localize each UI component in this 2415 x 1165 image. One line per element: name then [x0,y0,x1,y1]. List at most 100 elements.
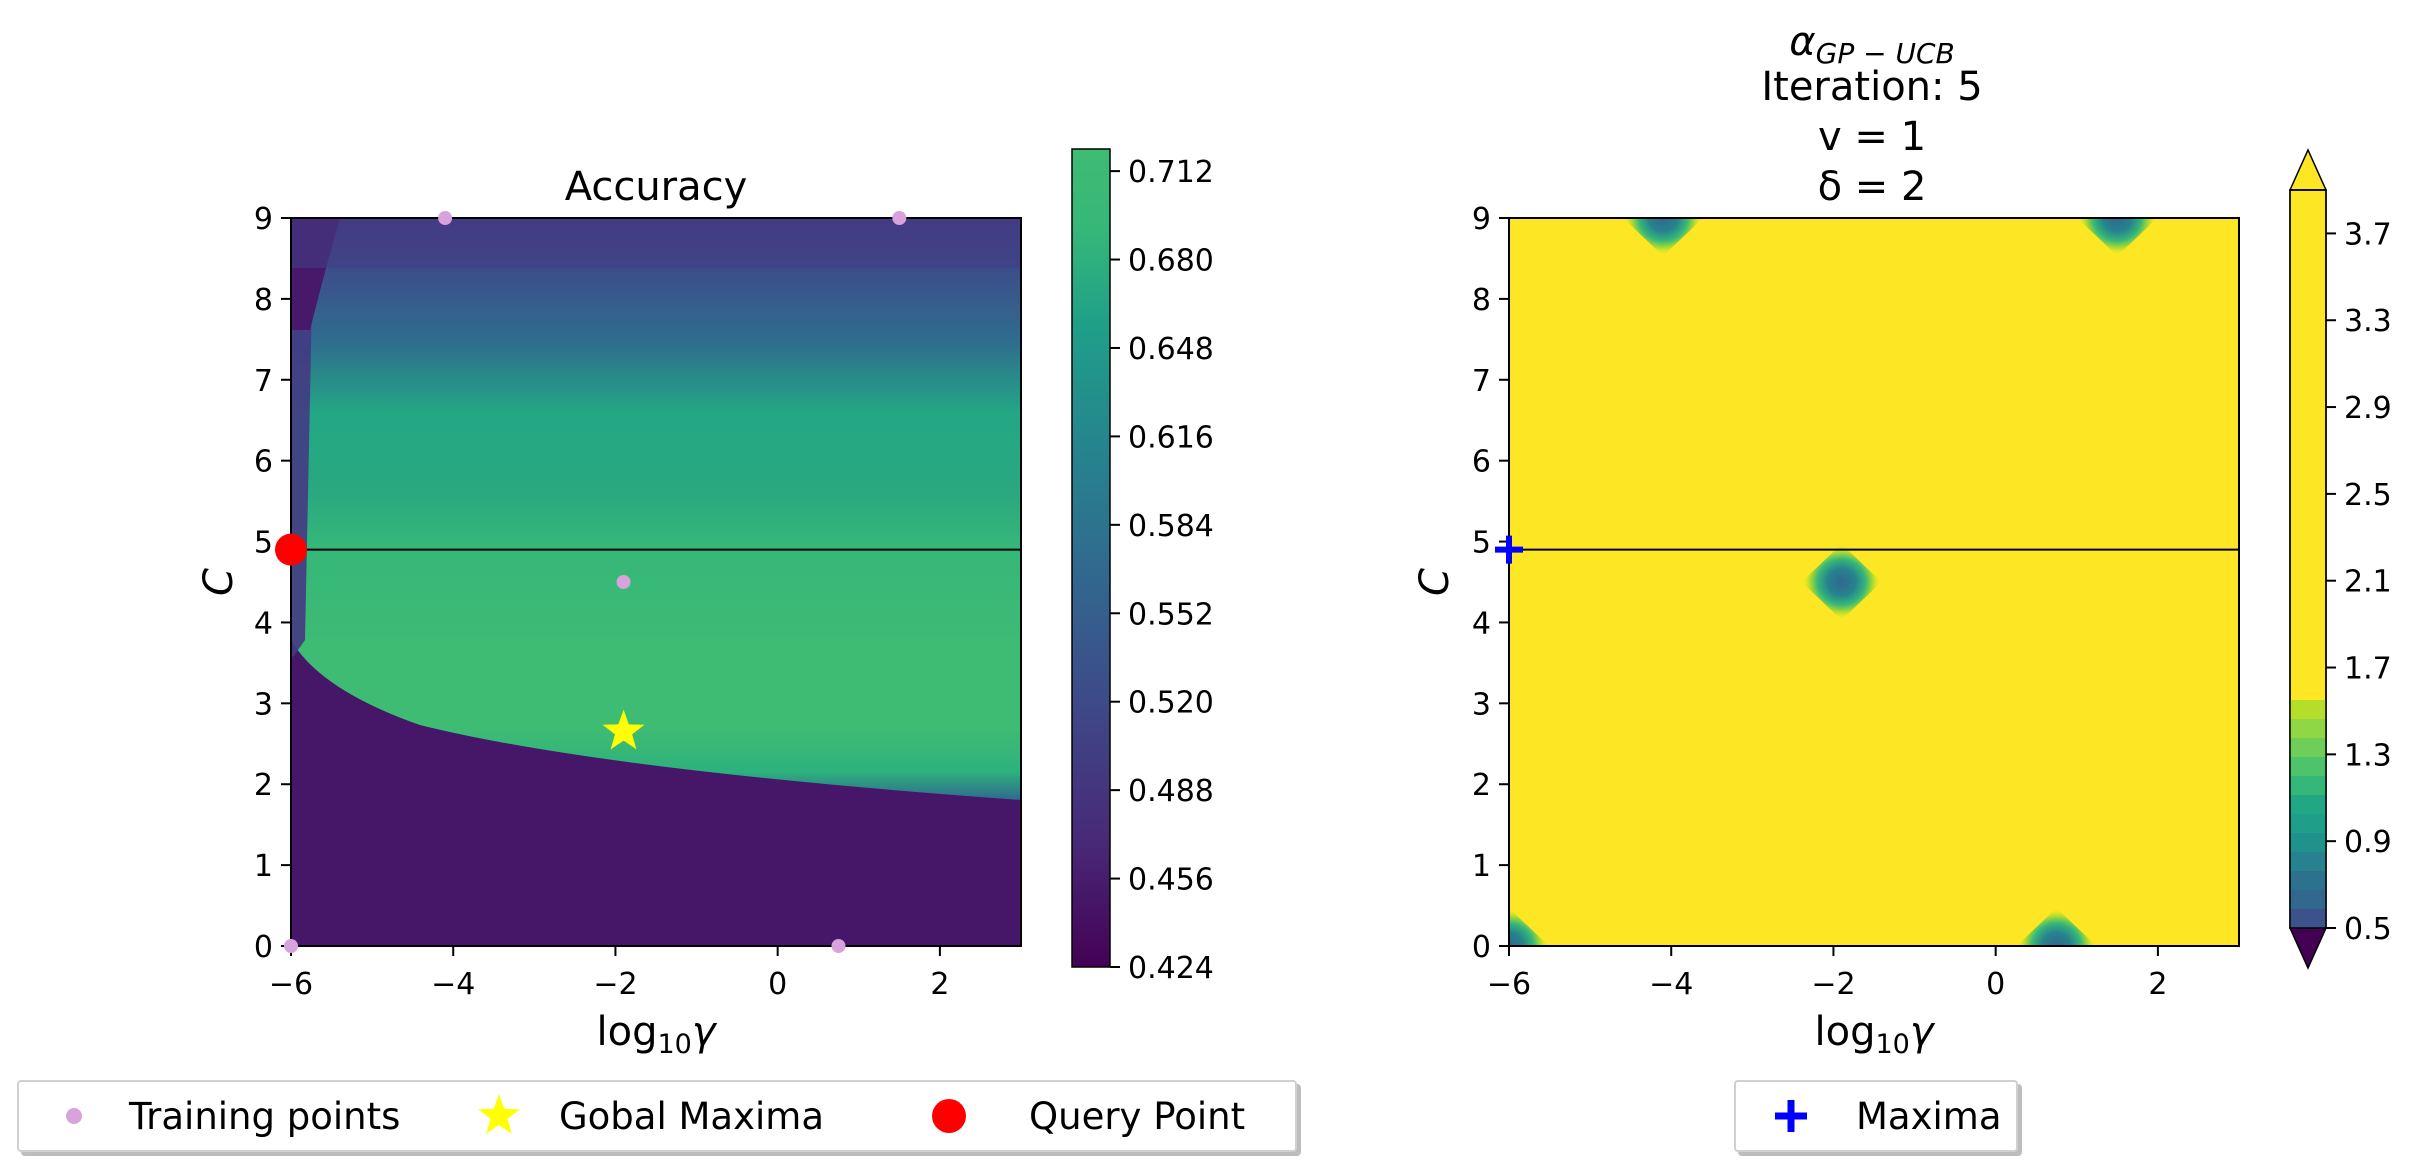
y-axis-label: C [196,568,242,596]
colorbar-band [2290,833,2326,852]
colorbar-extend-top [2288,148,2328,191]
colorbar [1071,148,1111,968]
y-tick-label: 7 [254,364,273,399]
legend-right: Maxima [1734,1080,2018,1152]
x-tick-label: −6 [1487,967,1531,1002]
accuracy-plot: Accuracy −6 −4 −2 0 2 0 1 2 3 4 5 6 7 8 9 log10γ C 0.… [196,148,1214,1060]
y-tick-label: 8 [1472,283,1491,318]
y-tick-label: 8 [254,283,273,318]
x-tick-label: 2 [930,967,949,1002]
colorbar-tick-label: 0.520 [1128,686,1214,721]
colorbar-ticks: 0.5 0.9 1.3 1.7 2.1 2.5 2.9 3.3 3.7 [2326,217,2392,947]
x-tick-label: −2 [1811,967,1855,1002]
colorbar-ticks: 0.424 0.456 0.488 0.520 0.552 0.584 0.616 0.648… [1110,155,1214,986]
colorbar-tick-label: 2.5 [2344,478,2392,513]
y-tick-label: 6 [254,445,273,480]
y-tick-label: 2 [1472,768,1491,803]
colorbar-upper [2290,190,2326,700]
maxima-marker [1495,535,1523,564]
legend-label: Training points [129,1094,401,1138]
low-acquisition-region [2016,908,2097,946]
y-tick-label: 1 [254,849,273,884]
colorbar-tick-label: 2.1 [2344,565,2392,600]
colorbar-band [2290,814,2326,833]
legend-label: Gobal Maxima [559,1094,824,1138]
y-tick-label: 9 [254,202,273,237]
y-axis: 0 1 2 3 4 5 6 7 8 9 [1472,202,1509,965]
x-tick-label: −4 [431,967,475,1002]
legend-item-training: Training points [19,1082,439,1150]
legend-label: Query Point [1029,1094,1246,1138]
low-acquisition-region [1623,218,1704,256]
colorbar-band [2290,738,2326,757]
x-axis: −6 −4 −2 0 2 [269,946,949,1002]
colorbar-tick-label: 2.9 [2344,391,2392,426]
x-tick-label: 2 [2148,967,2167,1002]
x-tick-label: −4 [1649,967,1693,1002]
dot-icon [66,1108,82,1124]
colorbar-band [2290,871,2326,890]
colorbar-band [2290,852,2326,871]
y-tick-label: 5 [254,526,273,561]
x-tick-label: −2 [593,967,637,1002]
colorbar-tick-label: 0.680 [1128,244,1214,279]
y-tick-label: 5 [1472,526,1491,561]
colorbar-band [2290,890,2326,909]
plot-markers [275,211,907,953]
y-tick-label: 1 [1472,849,1491,884]
x-tick-label: 0 [768,967,787,1002]
x-axis-label: log10γ [1814,1009,1935,1060]
x-tick-label: −6 [269,967,313,1002]
training-point [892,211,907,225]
colorbar-tick-label: 3.7 [2344,217,2392,252]
colorbar-tick-label: 0.9 [2344,825,2392,860]
plus-icon [1736,1086,1846,1146]
chart-title: αGP − UCB Iteration: 5 v = 1 δ = 2 [1761,19,1982,210]
global-maxima-star [602,709,645,750]
colorbar-tick-label: 0.712 [1128,155,1214,190]
colorbar-tick-label: 0.5 [2344,912,2392,947]
y-tick-label: 7 [1472,364,1491,399]
legend-item-query: Query Point [889,1082,1245,1150]
low-accuracy-corner [291,640,1021,946]
dot-shape [66,1108,82,1124]
colorbar-extend-bottom [2288,927,2328,970]
star-icon [439,1086,559,1146]
training-point [284,939,298,953]
colorbar-tick-label: 0.456 [1128,863,1214,898]
x-axis: −6 −4 −2 0 2 [1487,946,2167,1002]
y-tick-label: 4 [1472,606,1491,641]
chart-title: Accuracy [565,164,748,210]
colorbar-band [2290,776,2326,795]
colorbar-band [2290,909,2326,928]
colorbar-band [2290,757,2326,776]
accuracy-field [291,218,1021,946]
low-acquisition-region [1801,544,1882,620]
acquisition-field [1509,218,2239,946]
query-dot-icon [889,1086,1009,1146]
colorbar-tick-label: 1.7 [2344,652,2392,687]
colorbar-tick-label: 0.424 [1128,951,1214,986]
title-iteration: Iteration: 5 [1761,64,1982,110]
y-tick-label: 6 [1472,445,1491,480]
title-alpha: αGP − UCB [1789,19,1954,70]
y-tick-label: 3 [254,687,273,722]
legend-label: Maxima [1856,1094,2002,1138]
legend-item-maxima: Gobal Maxima [439,1082,889,1150]
legend-left: Training points Gobal Maxima Query Point [17,1080,1297,1152]
y-tick-label: 0 [254,930,273,965]
colorbar-outline-top [2289,189,2327,929]
y-tick-label: 4 [254,606,273,641]
y-axis-label: C [1412,568,1458,596]
title-delta: δ = 2 [1818,164,1927,210]
y-axis: 0 1 2 3 4 5 6 7 8 9 [254,202,291,965]
colorbar-tick-label: 0.584 [1128,509,1214,544]
y-tick-label: 3 [1472,687,1491,722]
query-point [275,533,307,566]
plus-shape [1775,1100,1807,1132]
training-point-marker [19,1086,129,1146]
legend-item-maxima: Maxima [1736,1082,2002,1150]
colorbar-tick-label: 3.3 [2344,304,2392,339]
colorbar-band [2290,795,2326,814]
